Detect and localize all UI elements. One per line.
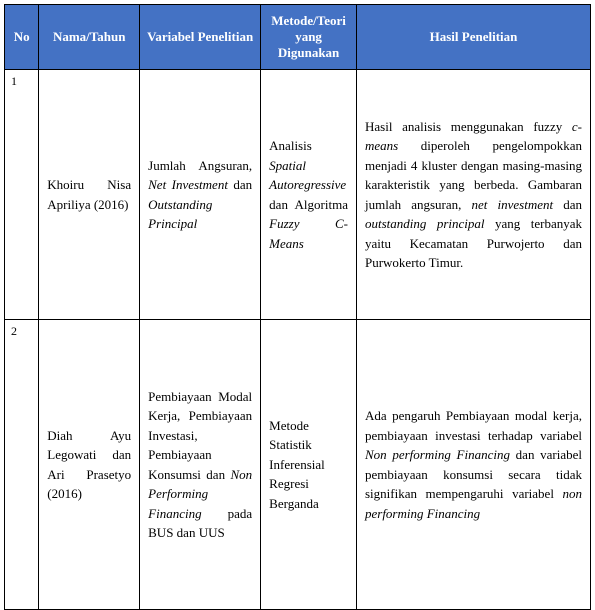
cell-no: 1 <box>5 70 39 320</box>
cell-nama: Diah Ayu Legowati dan Ari Prasetyo (2016… <box>39 320 140 610</box>
cell-nama: Khoiru Nisa Apriliya (2016) <box>39 70 140 320</box>
header-variabel: Variabel Penelitian <box>140 5 261 70</box>
header-no: No <box>5 5 39 70</box>
cell-metode: Metode Statistik Inferensial Regresi Ber… <box>261 320 357 610</box>
table-header-row: No Nama/Tahun Variabel Penelitian Metode… <box>5 5 591 70</box>
cell-variabel: Pembiayaan Modal Kerja, Pembiayaan Inves… <box>140 320 261 610</box>
header-metode: Metode/Teori yang Digunakan <box>261 5 357 70</box>
cell-hasil: Hasil analisis menggunakan fuzzy c-means… <box>356 70 590 320</box>
header-nama: Nama/Tahun <box>39 5 140 70</box>
table-row: 1 Khoiru Nisa Apriliya (2016) Jumlah Ang… <box>5 70 591 320</box>
cell-no: 2 <box>5 320 39 610</box>
table-row: 2 Diah Ayu Legowati dan Ari Prasetyo (20… <box>5 320 591 610</box>
cell-metode: Analisis Spatial Autoregressive dan Algo… <box>261 70 357 320</box>
research-table: No Nama/Tahun Variabel Penelitian Metode… <box>4 4 591 610</box>
header-hasil: Hasil Penelitian <box>356 5 590 70</box>
cell-hasil: Ada pengaruh Pembiayaan modal kerja, pem… <box>356 320 590 610</box>
cell-variabel: Jumlah Angsuran, Net Investment dan Outs… <box>140 70 261 320</box>
